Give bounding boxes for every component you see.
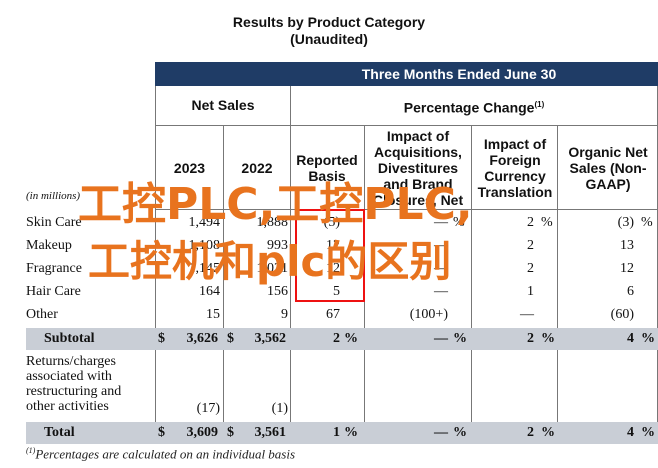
row-reported: 5 <box>333 284 340 299</box>
band-label: Three Months Ended June 30 <box>361 66 557 82</box>
row-acq-pct: % <box>453 215 465 230</box>
divider-net-pct <box>290 86 291 444</box>
subtotal-reported-pct: % <box>344 331 358 346</box>
row-2022: 1,021 <box>256 261 289 276</box>
col-impact-currency: Impact of Foreign Currency Translation <box>477 136 553 200</box>
returns-2022: (1) <box>271 401 288 416</box>
row-label: Other <box>26 307 58 322</box>
divider-fx-organic <box>557 126 558 444</box>
row-fx: — <box>520 307 534 322</box>
total-reported: 1 <box>333 425 340 440</box>
highlight-box <box>295 209 365 302</box>
subtotal-fx: 2 <box>527 331 534 346</box>
returns-2023: (17) <box>196 401 220 416</box>
row-2022: 156 <box>267 284 288 299</box>
total-acq: — <box>434 425 448 440</box>
row-reported: 67 <box>326 307 340 322</box>
row-2023: 1,108 <box>188 238 221 253</box>
row-2022: 9 <box>281 307 288 322</box>
watermark-line-2: 工控机和plc的区别 <box>88 237 452 286</box>
total-currency-2022: $ <box>227 425 234 440</box>
subtotal-fx-pct: % <box>541 331 555 346</box>
total-currency-2023: $ <box>158 425 165 440</box>
header-band <box>155 62 658 86</box>
group-percentage-change: Percentage Change(1) <box>403 99 545 116</box>
row-fx: 2 <box>527 238 534 253</box>
table-left-border <box>155 86 156 444</box>
subtotal-row <box>26 328 658 350</box>
row-organic: 12 <box>620 261 634 276</box>
subtotal-currency-2022: $ <box>227 331 234 346</box>
row-fx: 2 <box>527 215 534 230</box>
row-2023: 1,145 <box>188 261 221 276</box>
footnote: (1)Percentages are calculated on an indi… <box>26 446 296 462</box>
row-acq: — <box>434 215 448 230</box>
row-acq: (100+) <box>409 307 448 322</box>
row-label: Fragrance <box>26 261 82 276</box>
report-title: Results by Product Category <box>232 14 426 30</box>
row-2022: 1,888 <box>256 215 289 230</box>
row-organic: (3) <box>617 215 634 230</box>
col-reported-basis: Reported Basis <box>296 152 358 184</box>
row-organic-pct: % <box>641 215 653 230</box>
col-impact-acquisitions: Impact of Acquisitions, Divestitures and… <box>372 128 464 208</box>
total-fx: 2 <box>527 425 534 440</box>
subtotal-acq-pct: % <box>453 331 467 346</box>
column-header-rule <box>155 209 658 210</box>
total-organic-pct: % <box>641 425 655 440</box>
row-2023: 164 <box>199 284 220 299</box>
subtotal-label: Subtotal <box>44 331 95 346</box>
row-fx: 1 <box>527 284 534 299</box>
report-subtitle: (Unaudited) <box>290 31 368 47</box>
col-2023: 2023 <box>173 160 206 176</box>
subtotal-organic: 4 <box>627 331 634 346</box>
total-row <box>26 422 658 444</box>
total-fx-pct: % <box>541 425 555 440</box>
row-acq: — <box>434 284 448 299</box>
row-organic: 6 <box>627 284 634 299</box>
row-acq: — <box>434 238 448 253</box>
row-label: Hair Care <box>26 284 81 299</box>
subtotal-2022: 3,562 <box>254 331 287 346</box>
subtotal-acq: — <box>434 331 448 346</box>
subtotal-currency-2023: $ <box>158 331 165 346</box>
row-fx-pct: % <box>541 215 553 230</box>
divider-2023-2022 <box>223 126 224 444</box>
subtotal-reported: 2 <box>333 331 340 346</box>
row-2023: 15 <box>206 307 220 322</box>
watermark-line-1: 工控PLC,工控PLC, <box>78 179 473 230</box>
group-header-rule <box>155 125 658 126</box>
divider-acq-fx <box>471 126 472 444</box>
row-label: Makeup <box>26 238 72 253</box>
returns-label: Returns/charges associated with restruct… <box>26 354 122 414</box>
row-reported: (5) <box>323 215 340 230</box>
row-reported: 12 <box>326 238 340 253</box>
row-acq: — <box>434 261 448 276</box>
row-reported: 12 <box>326 261 340 276</box>
row-label: Skin Care <box>26 215 82 230</box>
total-2023: 3,609 <box>186 425 219 440</box>
total-reported-pct: % <box>344 425 358 440</box>
row-fx: 2 <box>527 261 534 276</box>
total-organic: 4 <box>627 425 634 440</box>
row-2023: 1,494 <box>188 215 221 230</box>
total-2022: 3,561 <box>254 425 287 440</box>
group-net-sales: Net Sales <box>191 97 255 113</box>
subtotal-organic-pct: % <box>641 331 655 346</box>
row-2022: 993 <box>267 238 288 253</box>
subtotal-2023: 3,626 <box>186 331 219 346</box>
row-organic: 13 <box>620 238 634 253</box>
units-note: (in millions) <box>26 190 81 202</box>
total-acq-pct: % <box>453 425 467 440</box>
row-organic: (60) <box>610 307 634 322</box>
col-2022: 2022 <box>241 160 273 176</box>
total-label: Total <box>44 425 75 440</box>
col-organic-net-sales: Organic Net Sales (Non-GAAP) <box>568 144 648 192</box>
